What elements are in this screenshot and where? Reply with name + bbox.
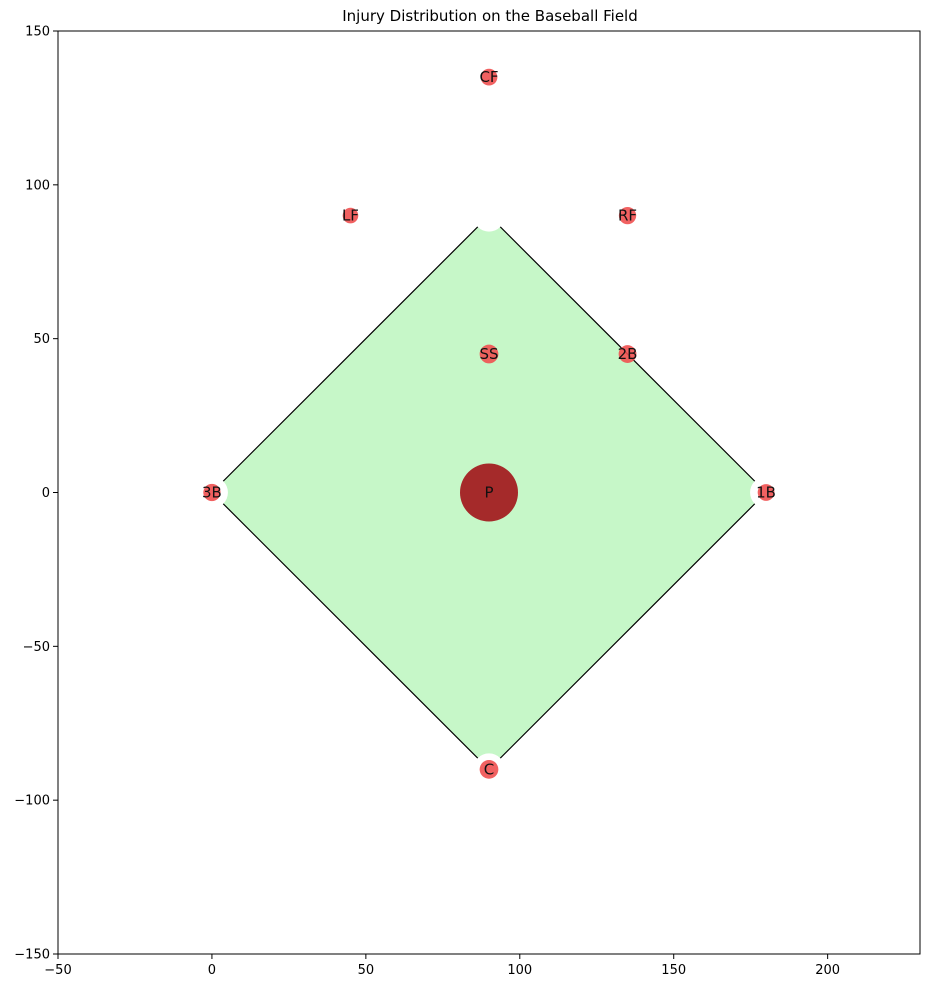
position-label-2b: 2B [618,345,638,363]
position-label-rf: RF [618,207,637,225]
position-label-cf: CF [479,68,498,86]
injury-point-rf [618,206,637,225]
position-label-1b: 1B [756,484,776,502]
chart-title: Injury Distribution on the Baseball Fiel… [342,7,638,25]
x-tick-label: 100 [507,963,532,978]
injury-point-1b [757,484,775,501]
x-tick-label: 150 [661,963,686,978]
injury-point-3b [203,483,221,502]
position-label-p: P [484,484,493,502]
y-tick-label: −150 [14,948,50,963]
injury-point-lf [342,207,359,224]
y-tick-label: 50 [33,332,50,347]
injury-point-p [460,463,518,522]
y-tick-label: 150 [25,25,50,40]
y-tick-label: −50 [23,640,50,655]
injury-point-c [479,760,499,779]
base-marker [473,199,505,232]
x-tick-label: 0 [208,963,216,978]
y-tick-label: 100 [25,178,50,193]
x-tick-label: 50 [358,963,375,978]
injury-point-cf [480,68,498,86]
x-tick-label: −50 [44,963,71,978]
injury-point-ss [479,344,499,364]
x-tick-label: 200 [815,963,840,978]
injury-point-2b [618,345,637,363]
position-label-3b: 3B [202,484,222,502]
position-label-lf: LF [342,207,359,225]
y-axis: −150 −100 −50 0 50 100 150 [14,25,58,963]
position-label-c: C [484,760,494,778]
position-label-ss: SS [479,345,498,363]
x-axis: −50 0 50 100 150 200 [44,954,840,978]
y-tick-label: 0 [42,486,50,501]
y-tick-label: −100 [14,794,50,809]
